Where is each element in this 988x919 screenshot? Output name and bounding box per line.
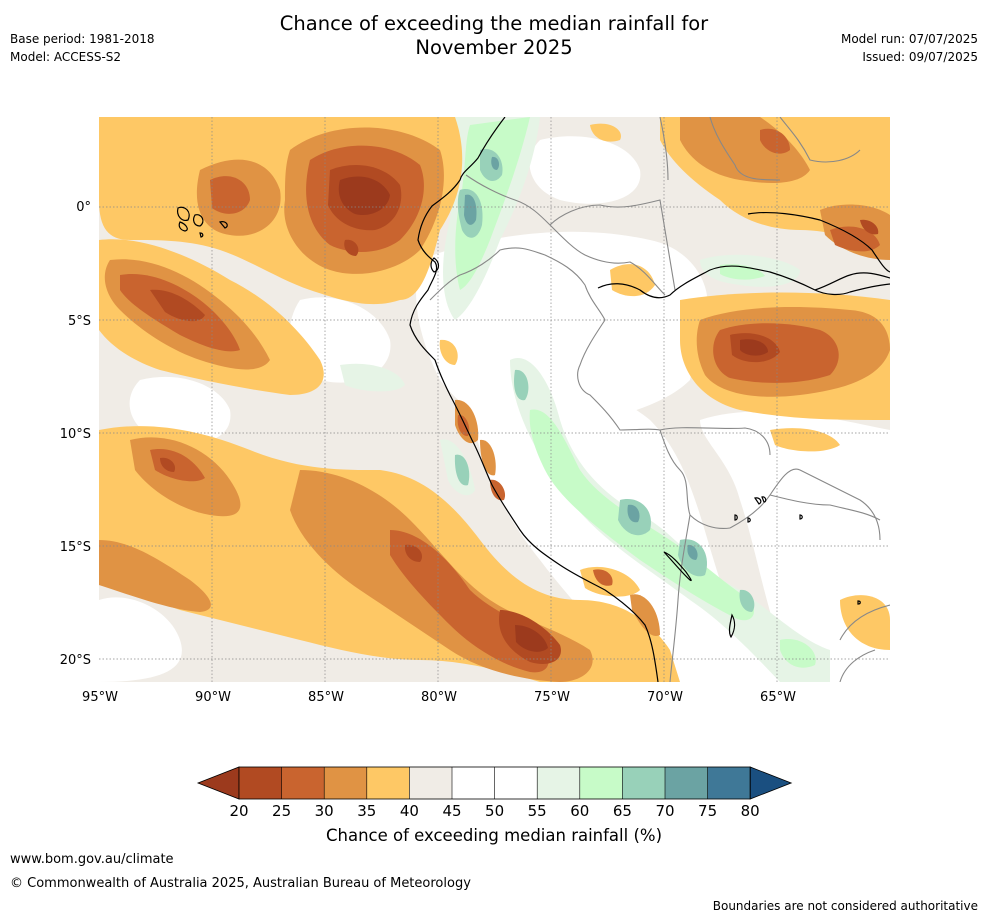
- cb-tick-60: 60: [570, 802, 589, 820]
- cb-tick-70: 70: [655, 802, 674, 820]
- colorbar-segment-25: [281, 767, 325, 799]
- footer-url[interactable]: www.bom.gov.au/climate: [10, 852, 174, 867]
- base-period: Base period: 1981-2018: [10, 32, 155, 46]
- colorbar-segment-35: [366, 767, 410, 799]
- page-title: Chance of exceeding the median rainfall …: [0, 12, 988, 60]
- cb-tick-75: 75: [698, 802, 717, 820]
- lat-label-15s: 15°S: [60, 540, 91, 555]
- model-run: Model run: 07/07/2025: [840, 32, 978, 46]
- colorbar-segment-20: [239, 767, 283, 799]
- lon-label-95w: 95°W: [82, 690, 118, 705]
- colorbar-tick-labels: 20 25 30 35 40 45 50 55 60 65 70 75 80: [229, 802, 759, 820]
- country-boundaries: [429, 117, 890, 682]
- colorbar-segment-50: [494, 767, 538, 799]
- colorbar-segment-45: [452, 767, 496, 799]
- latitude-labels: 0° 5°S 10°S 15°S 20°S: [60, 200, 91, 668]
- cb-tick-35: 35: [357, 802, 376, 820]
- lon-label-75w: 75°W: [534, 690, 570, 705]
- cb-tick-45: 45: [442, 802, 461, 820]
- title-line-2: November 2025: [415, 36, 573, 59]
- lat-label-10s: 10°S: [60, 427, 91, 442]
- cb-tick-40: 40: [400, 802, 419, 820]
- lat-label-0: 0°: [76, 200, 91, 215]
- coastline: [177, 117, 890, 682]
- colorbar-segment-40: [409, 767, 453, 799]
- colorbar-extend-high: [749, 766, 793, 800]
- model-name: Model: ACCESS-S2: [10, 50, 122, 64]
- footer-copyright: © Commonwealth of Australia 2025, Austra…: [10, 876, 471, 891]
- colorbar-segment-30: [324, 767, 368, 799]
- footer-disclaimer: Boundaries are not considered authoritat…: [712, 899, 978, 913]
- lat-label-5s: 5°S: [68, 314, 91, 329]
- rainfall-probability-field: [99, 117, 890, 682]
- cb-tick-30: 30: [315, 802, 334, 820]
- colorbar: [196, 766, 793, 800]
- longitude-labels: 95°W 90°W 85°W 80°W 75°W 70°W 65°W: [82, 690, 796, 705]
- lon-label-90w: 90°W: [195, 690, 231, 705]
- title-line-1: Chance of exceeding the median rainfall …: [279, 12, 709, 35]
- meta-left: Base period: 1981-2018 Model: ACCESS-S2: [10, 30, 155, 66]
- cb-tick-65: 65: [613, 802, 632, 820]
- colorbar-segment-55: [537, 767, 581, 799]
- issued-date: Issued: 09/07/2025: [862, 50, 978, 64]
- lat-label-20s: 20°S: [60, 653, 91, 668]
- colorbar-extend-low: [196, 766, 240, 800]
- lon-label-70w: 70°W: [647, 690, 683, 705]
- cb-tick-55: 55: [528, 802, 547, 820]
- lon-label-80w: 80°W: [421, 690, 457, 705]
- colorbar-segment-70: [665, 767, 709, 799]
- meta-right: Model run: 07/07/2025 Issued: 09/07/2025: [841, 30, 978, 66]
- lon-label-65w: 65°W: [760, 690, 796, 705]
- cb-tick-20: 20: [229, 802, 248, 820]
- colorbar-segment-65: [622, 767, 666, 799]
- cb-tick-25: 25: [272, 802, 291, 820]
- colorbar-label: Chance of exceeding median rainfall (%): [325, 826, 663, 845]
- cb-tick-80: 80: [741, 802, 760, 820]
- lon-label-85w: 85°W: [308, 690, 344, 705]
- colorbar-segment-75: [707, 767, 751, 799]
- cb-tick-50: 50: [485, 802, 504, 820]
- colorbar-segment-60: [579, 767, 623, 799]
